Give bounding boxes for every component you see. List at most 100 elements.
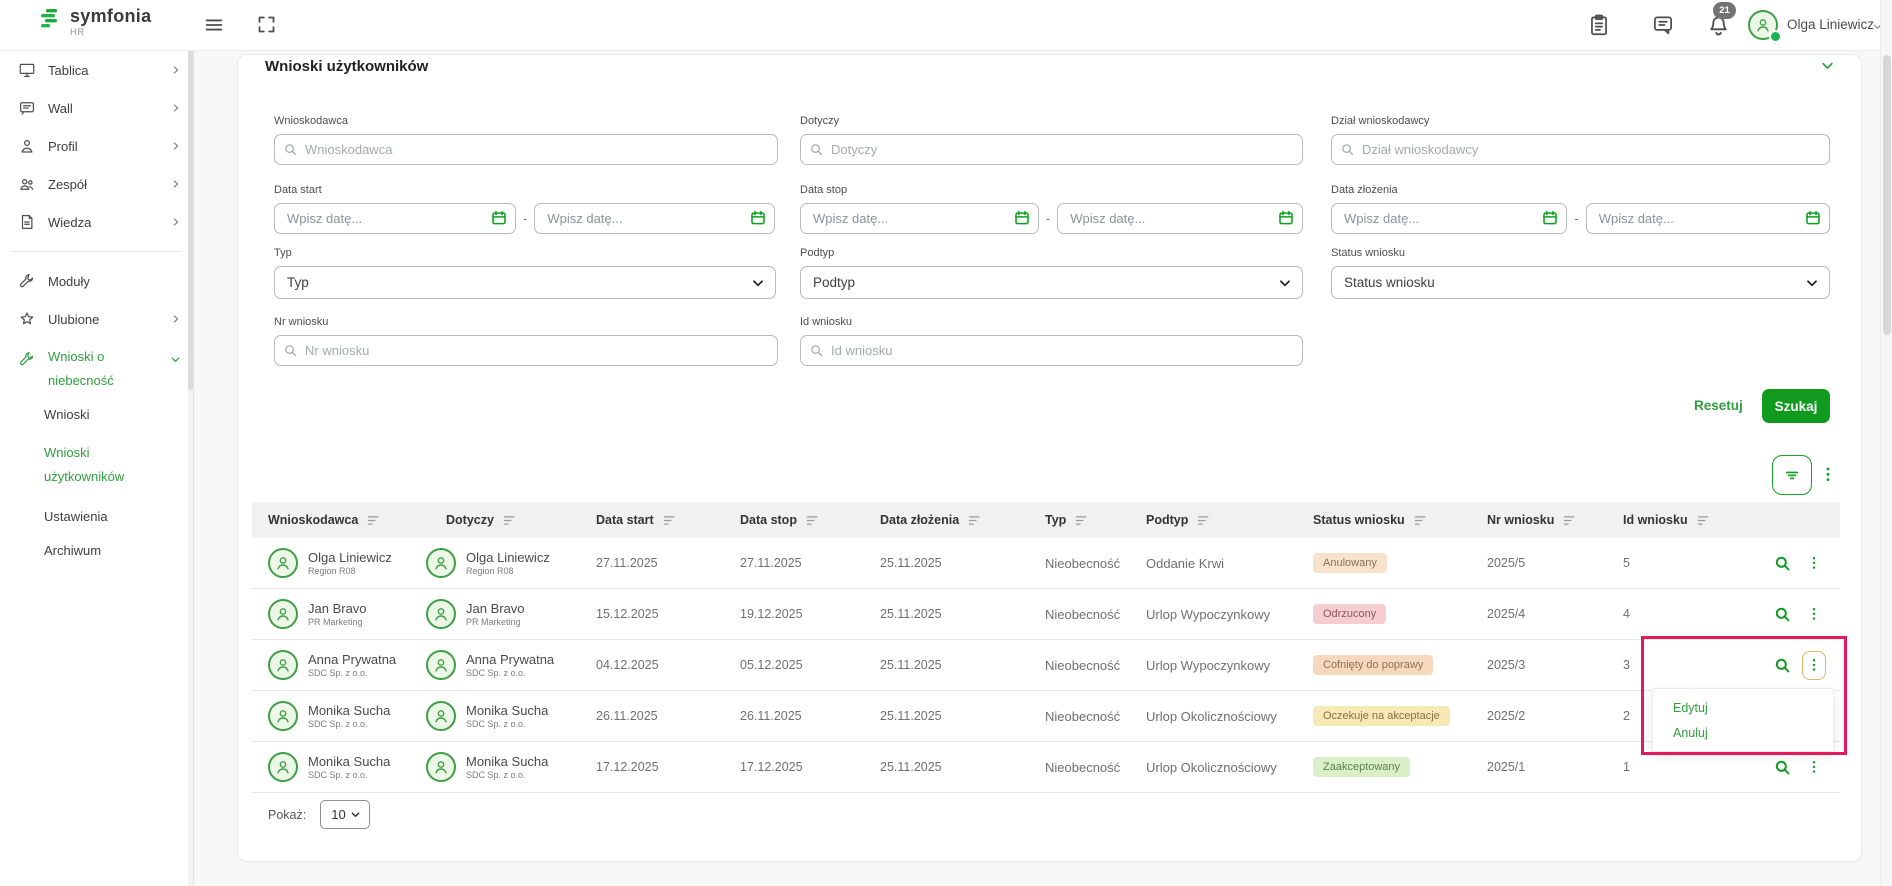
cell-data-stop: 27.11.2025 — [740, 556, 802, 570]
column-filter-button[interactable] — [1772, 455, 1812, 495]
column-header[interactable]: Data złożenia — [880, 513, 1045, 527]
sidebar-item-wiedza[interactable]: Wiedza — [0, 203, 193, 241]
sidebar-scrollbar[interactable] — [188, 50, 193, 886]
concerns-dept: SDC Sp. z o.o. — [466, 668, 526, 679]
row-preview-magnifier-icon[interactable] — [1773, 758, 1792, 777]
podtyp-select[interactable]: Podtyp — [800, 266, 1303, 299]
page-size-select[interactable]: 10 — [320, 800, 371, 829]
cell-id-wniosku: 5 — [1623, 556, 1630, 570]
column-header[interactable]: Data stop — [740, 513, 880, 527]
reset-button[interactable]: Resetuj — [1694, 398, 1743, 413]
calendar-icon[interactable] — [1013, 209, 1031, 227]
calendar-icon[interactable] — [1804, 209, 1822, 227]
column-header[interactable]: Status wniosku — [1313, 513, 1487, 527]
calendar-icon[interactable] — [749, 209, 767, 227]
requests-table: Wnioskodawca Dotyczy Data start Data sto… — [252, 502, 1840, 793]
sidebar-item-wnioski-o-niebecnosc[interactable]: Wnioski o niebecność — [0, 338, 193, 397]
row-menu-button[interactable] — [1802, 600, 1826, 629]
menu-item-anuluj[interactable]: Anuluj — [1673, 725, 1708, 740]
row-menu-button[interactable] — [1802, 549, 1826, 578]
hamburger-icon[interactable] — [203, 14, 225, 36]
column-header[interactable]: Id wniosku — [1623, 513, 1723, 527]
row-preview-magnifier-icon[interactable] — [1773, 554, 1792, 573]
chevron-right-icon — [171, 141, 181, 151]
dzial-wnioskodawcy-input[interactable] — [1331, 134, 1830, 165]
clipboard-icon[interactable] — [1586, 12, 1612, 38]
cell-id-wniosku: 4 — [1623, 607, 1630, 621]
row-menu-button[interactable] — [1802, 753, 1826, 782]
user-name[interactable]: Olga Liniewicz — [1787, 17, 1875, 32]
chevron-down-icon — [1805, 276, 1819, 290]
sidebar-item-ustawienia[interactable]: Ustawienia — [44, 508, 108, 524]
filter-podtyp: Podtyp Podtyp — [800, 247, 1303, 299]
menu-item-edytuj[interactable]: Edytuj — [1673, 700, 1708, 715]
window-scrollbar[interactable] — [1880, 0, 1892, 886]
column-header[interactable]: Podtyp — [1146, 513, 1313, 527]
wall-icon — [18, 99, 36, 117]
calendar-icon[interactable] — [1541, 209, 1559, 227]
bell-icon[interactable] — [1705, 13, 1732, 40]
row-preview-magnifier-icon[interactable] — [1773, 656, 1792, 675]
calendar-icon[interactable] — [1277, 209, 1295, 227]
chevron-right-icon — [171, 217, 181, 227]
cell-typ: Nieobecność — [1045, 606, 1121, 622]
cell-id-wniosku: 2 — [1623, 709, 1630, 723]
notification-badge: 21 — [1713, 2, 1736, 19]
nr-wniosku-input[interactable] — [274, 335, 778, 366]
cell-nr-wniosku: 2025/2 — [1487, 709, 1526, 723]
sidebar-item-profil[interactable]: Profil — [0, 127, 193, 165]
page-size-label: Pokaż: — [268, 807, 307, 822]
id-wniosku-input[interactable] — [800, 335, 1303, 366]
cell-data-zlozenia: 25.11.2025 — [880, 556, 942, 570]
cell-nr-wniosku: 2025/1 — [1487, 760, 1526, 774]
status-wniosku-select[interactable]: Status wniosku — [1331, 266, 1830, 299]
scrollbar-thumb[interactable] — [1883, 55, 1891, 335]
calendar-icon[interactable] — [490, 209, 508, 227]
search-icon — [811, 144, 823, 156]
column-header[interactable]: Data start — [596, 513, 740, 527]
sidebar-item-wnioski-uzytkownikow[interactable]: Wnioski użytkowników — [44, 445, 125, 484]
data-stop-to-input[interactable] — [1057, 203, 1303, 234]
column-header[interactable]: Nr wniosku — [1487, 513, 1623, 527]
data-stop-from-input[interactable] — [800, 203, 1039, 234]
concerns-name: Olga Liniewicz — [466, 549, 550, 565]
topbar: symfonia HR 21 — [0, 0, 1892, 51]
collapse-chevron-icon[interactable] — [1820, 58, 1835, 73]
sidebar-item-tablica[interactable]: Tablica — [0, 51, 193, 89]
column-header[interactable]: Typ — [1045, 513, 1146, 527]
user-menu-chevron-down-icon[interactable] — [1872, 21, 1883, 32]
data-zlozenia-to-input[interactable] — [1585, 203, 1830, 234]
concerns-name: Anna Prywatna — [466, 651, 555, 667]
table-row: Monika Sucha SDC Sp. z o.o. Monika Sucha S… — [252, 691, 1840, 742]
row-menu-button[interactable] — [1802, 650, 1826, 680]
sidebar-item-zespol[interactable]: Zespół — [0, 165, 193, 203]
data-start-to-input[interactable] — [534, 203, 776, 234]
table-options-kebab-icon[interactable] — [1820, 465, 1836, 485]
person-avatar-icon — [426, 701, 456, 731]
sort-icon — [366, 514, 381, 527]
dotyczy-input[interactable] — [800, 134, 1303, 165]
wnioskodawca-input[interactable] — [274, 134, 778, 165]
concerns-dept: SDC Sp. z o.o. — [466, 770, 526, 781]
sort-icon — [967, 514, 982, 527]
column-header[interactable]: Wnioskodawca — [252, 513, 426, 527]
fullscreen-icon[interactable] — [256, 14, 278, 36]
sidebar-item-moduly[interactable]: Moduły — [0, 262, 193, 300]
sidebar-item-archiwum[interactable]: Archiwum — [44, 542, 102, 558]
data-start-from-input[interactable] — [274, 203, 516, 234]
typ-select[interactable]: Typ — [274, 266, 776, 299]
applicant-name: Monika Sucha — [308, 702, 391, 718]
sidebar-item-ulubione[interactable]: Ulubione — [0, 300, 193, 338]
row-preview-magnifier-icon[interactable] — [1773, 605, 1792, 624]
filter-data-start: Data start - — [274, 184, 778, 234]
symfonia-logo[interactable]: symfonia HR — [38, 7, 151, 37]
sidebar-item-wnioski[interactable]: Wnioski — [44, 406, 90, 422]
concerns-name: Monika Sucha — [466, 753, 549, 769]
chat-icon[interactable] — [1650, 12, 1676, 38]
user-avatar[interactable] — [1748, 10, 1778, 40]
data-zlozenia-from-input[interactable] — [1331, 203, 1568, 234]
sidebar-item-wall[interactable]: Wall — [0, 89, 193, 127]
table-body: Olga Liniewicz Region R08 Olga Liniewicz R… — [252, 538, 1840, 793]
search-button[interactable]: Szukaj — [1762, 389, 1830, 423]
column-header[interactable]: Dotyczy — [426, 513, 596, 527]
